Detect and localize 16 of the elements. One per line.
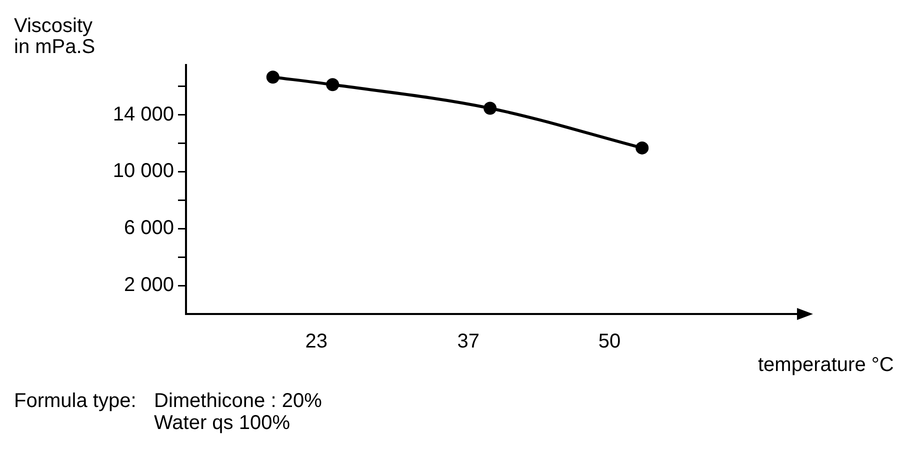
x-axis-title: temperature °C — [758, 354, 894, 376]
text: Dimethicone : 20% — [154, 390, 322, 412]
y-tick-label: 2 000 — [124, 274, 174, 296]
point — [266, 70, 280, 84]
y-tick-label: 14 000 — [112, 103, 174, 126]
text: Formula type: — [14, 390, 136, 412]
point — [636, 141, 649, 154]
y-tick-label: 6 000 — [124, 217, 174, 240]
point — [326, 78, 340, 92]
x-tick-label: 37 — [457, 330, 480, 353]
y-tick-label: 10 000 — [112, 160, 174, 182]
text: Water qs 100% — [154, 412, 290, 434]
x-tick-label: 50 — [598, 330, 621, 353]
x-tick-label: 23 — [305, 330, 328, 353]
y-axis-title: Viscosity in mPa.S — [14, 15, 96, 58]
point — [484, 102, 497, 115]
